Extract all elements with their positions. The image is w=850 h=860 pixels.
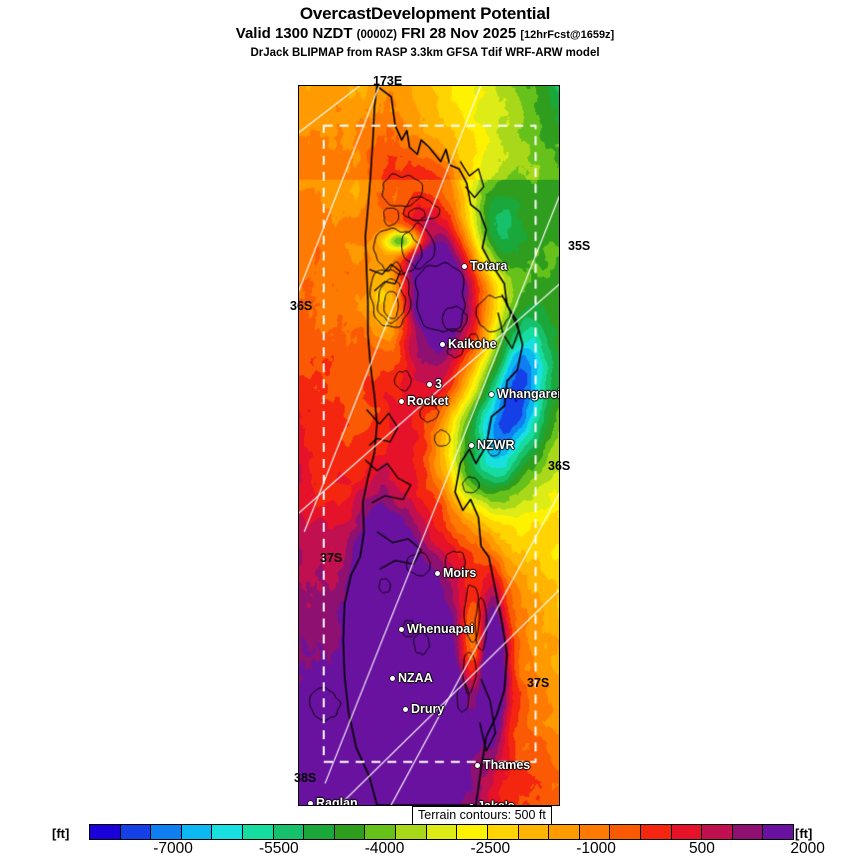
- forecast-tag: [12hrFcst@1659z]: [520, 29, 615, 41]
- valid-time-utc: (0000Z): [356, 29, 397, 41]
- geo-coordinate-label: 36S: [548, 459, 571, 473]
- colorbar-cell: [640, 825, 672, 839]
- colorbar-tick: 2000: [790, 840, 825, 857]
- colorbar-cell: [549, 825, 580, 839]
- colorbar-cell: [579, 825, 611, 839]
- weather-map[interactable]: Totara Kaikohe 3 Rocket Whangarei NZWR Moirs Wh…: [298, 85, 560, 806]
- geo-coordinate-label: 36S: [290, 299, 313, 313]
- colorbar-cell: [457, 825, 488, 839]
- colorbar-cell: [671, 825, 703, 839]
- colorbar-tick: -5500: [259, 840, 299, 857]
- colorbar-cell: [181, 825, 213, 839]
- terrain-contour-note: Terrain contours: 500 ft: [412, 806, 552, 825]
- colorbar-cell: [702, 825, 733, 839]
- colorbar-cell: [273, 825, 305, 839]
- colorbar-tick: -2500: [470, 840, 511, 857]
- colorbar-cell: [610, 825, 641, 839]
- geo-coordinate-label: 38S: [294, 771, 317, 785]
- colorbar-cell: [487, 825, 519, 839]
- geo-coordinate-label: 35S: [568, 239, 591, 253]
- title-block: OvercastDevelopment Potential Valid 1300…: [0, 4, 850, 61]
- colorbar-cell: [732, 825, 764, 839]
- colorbar-cell: [151, 825, 182, 839]
- colorbar-cell: [396, 825, 427, 839]
- colorbar-cell: [334, 825, 366, 839]
- colorbar-tick: 500: [688, 840, 715, 857]
- geo-coordinate-label: 173E: [373, 74, 403, 88]
- colorbar-cell: [243, 825, 274, 839]
- colorbar-cell: [365, 825, 397, 839]
- page-title: OvercastDevelopment Potential: [299, 4, 551, 23]
- colorbar-cell: [763, 825, 794, 839]
- colorbar-swatches[interactable]: [89, 824, 794, 840]
- colorbar-cell: [90, 825, 121, 839]
- colorbar-tick-labels: -7000 -5500 -4000 -2500 -1000 500 2000: [89, 840, 825, 860]
- colorbar-tick: -4000: [364, 840, 405, 857]
- valid-time-line: Valid 1300 NZDT (0000Z) FRI 28 Nov 2025 …: [0, 24, 850, 45]
- colorbar-cell: [212, 825, 244, 839]
- colorbar-unit-right: [ft]: [795, 826, 813, 841]
- geo-coordinate-label: 37S: [527, 676, 550, 690]
- colorbar-cell: [120, 825, 152, 839]
- colorbar-unit-left: [ft]: [52, 826, 70, 841]
- geo-coordinate-label: 37S: [320, 551, 343, 565]
- map-raster-canvas: [299, 86, 559, 805]
- colorbar-cell: [518, 825, 550, 839]
- colorbar-tick: -1000: [576, 840, 616, 857]
- colorbar-cell: [426, 825, 458, 839]
- colorbar-tick: -7000: [153, 840, 193, 857]
- valid-time-prefix: Valid 1300 NZDT: [235, 25, 353, 42]
- colorbar-cell: [304, 825, 335, 839]
- colorbar-legend: [ft] -7000 -5500 -4000 -2500 -1000 500 2000 [f…: [0, 824, 850, 860]
- model-description: DrJack BLIPMAP from RASP 3.3km GFSA Tdif…: [250, 47, 600, 59]
- valid-date: FRI 28 Nov 2025: [401, 25, 517, 42]
